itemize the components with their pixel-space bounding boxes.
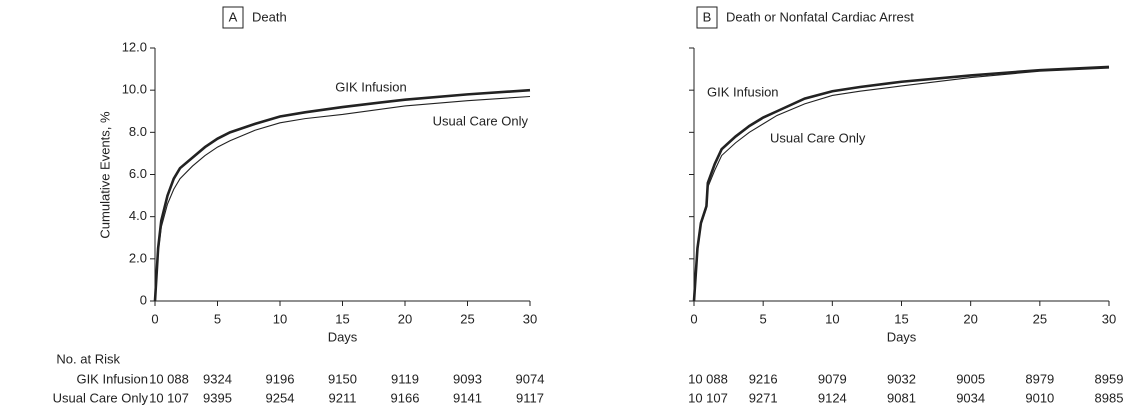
risk-count: 8985 (1095, 390, 1124, 405)
risk-row-label: GIK Infusion (76, 371, 148, 386)
series-label: Usual Care Only (770, 130, 866, 145)
risk-table-title: No. at Risk (56, 351, 120, 366)
risk-count: 9117 (516, 390, 544, 405)
x-axis-label: Days (328, 329, 358, 344)
x-tick-label: 20 (963, 311, 977, 326)
y-tick-label: 6.0 (129, 166, 147, 181)
risk-count: 9093 (453, 371, 482, 386)
risk-count: 10 088 (688, 371, 728, 386)
x-tick-label: 25 (460, 311, 474, 326)
x-tick-label: 15 (894, 311, 908, 326)
y-tick-label: 8.0 (129, 124, 147, 139)
risk-count: 8979 (1025, 371, 1054, 386)
x-tick-label: 0 (690, 311, 697, 326)
risk-count: 9395 (203, 390, 232, 405)
risk-count: 10 107 (149, 390, 189, 405)
risk-count: 9032 (887, 371, 916, 386)
x-tick-label: 15 (335, 311, 349, 326)
x-tick-label: 0 (151, 311, 158, 326)
risk-count: 9079 (818, 371, 847, 386)
panel-box (222, 6, 244, 29)
y-tick-label: 2.0 (129, 250, 147, 265)
risk-count: 9150 (328, 371, 357, 386)
y-axis-label: Cumulative Events, % (97, 111, 112, 239)
series-label: Usual Care Only (433, 113, 529, 128)
series-line (693, 67, 1110, 302)
risk-count: 9074 (516, 371, 545, 386)
risk-count: 9271 (749, 390, 778, 405)
risk-count: 9119 (391, 371, 419, 386)
risk-count: 9211 (329, 390, 357, 405)
risk-count: 9324 (203, 371, 232, 386)
x-tick-label: 30 (523, 311, 537, 326)
risk-count: 9196 (266, 371, 295, 386)
risk-count: 9081 (887, 390, 916, 405)
risk-count: 9141 (453, 390, 482, 405)
panel-label: A (229, 9, 238, 24)
x-tick-label: 10 (273, 311, 287, 326)
panel-box (696, 6, 718, 29)
risk-count: 9124 (818, 390, 847, 405)
series-label: GIK Infusion (335, 79, 407, 94)
chart-title: Death (252, 9, 287, 24)
risk-row-label: Usual Care Only (53, 390, 149, 405)
y-tick-label: 0 (140, 292, 147, 307)
x-tick-label: 20 (398, 311, 412, 326)
series-line (154, 95, 531, 302)
series-line (153, 88, 531, 302)
x-tick-label: 5 (760, 311, 767, 326)
series-label: GIK Infusion (707, 84, 779, 99)
series-line (692, 65, 1110, 302)
risk-count: 10 107 (688, 390, 728, 405)
risk-count: 9166 (391, 390, 420, 405)
y-tick-label: 4.0 (129, 208, 147, 223)
y-tick-label: 10.0 (122, 82, 147, 97)
risk-count: 9216 (749, 371, 778, 386)
x-tick-label: 25 (1033, 311, 1047, 326)
y-tick-label: 12.0 (122, 39, 147, 54)
risk-count: 9034 (956, 390, 985, 405)
risk-count: 8959 (1095, 371, 1124, 386)
x-tick-label: 30 (1102, 311, 1116, 326)
panel-label: B (703, 9, 712, 24)
risk-count: 10 088 (149, 371, 189, 386)
x-axis-label: Days (887, 329, 917, 344)
chart-title: Death or Nonfatal Cardiac Arrest (726, 9, 914, 24)
x-tick-label: 10 (825, 311, 839, 326)
risk-count: 9005 (956, 371, 985, 386)
risk-count: 9010 (1025, 390, 1054, 405)
risk-count: 9254 (266, 390, 295, 405)
x-tick-label: 5 (214, 311, 221, 326)
